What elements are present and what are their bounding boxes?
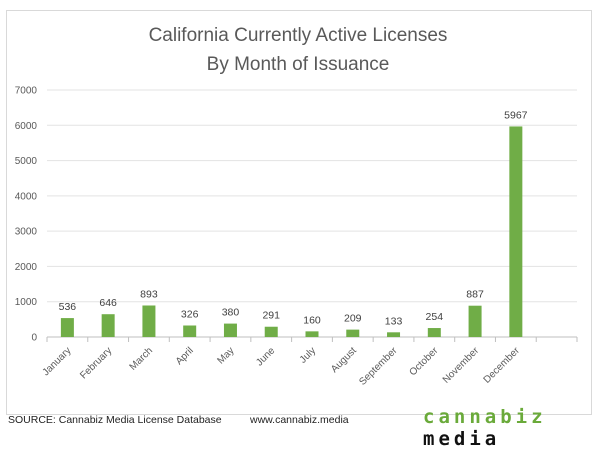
data-label: 380 (222, 307, 240, 319)
x-tick-label: December (482, 345, 523, 386)
bar-september (387, 332, 401, 337)
data-label: 254 (426, 311, 444, 323)
bar-november (468, 305, 482, 337)
x-tick-label: September (357, 345, 400, 388)
data-label: 160 (303, 314, 321, 326)
x-tick-label: November (441, 345, 482, 386)
x-tick-label: October (407, 345, 440, 378)
y-tick-label: 2000 (15, 262, 38, 273)
bar-december (509, 126, 523, 338)
bar-july (305, 331, 319, 337)
source-note: SOURCE: Cannabiz Media License Database (8, 414, 222, 426)
data-label: 5967 (504, 109, 528, 121)
data-label: 887 (466, 289, 484, 301)
x-tick-label: June (254, 345, 277, 368)
bar-april (183, 325, 197, 337)
bar-may (223, 323, 237, 337)
data-label: 291 (262, 310, 280, 322)
data-label: 133 (385, 315, 403, 327)
x-tick-label: July (298, 345, 318, 365)
chart-title-line-2: By Month of Issuance (207, 54, 390, 75)
cannabiz-media-logo: cannabiz media (423, 406, 547, 450)
x-tick-label: January (41, 345, 74, 378)
y-tick-label: 6000 (15, 121, 38, 132)
x-tick-label: February (78, 345, 114, 381)
data-label: 536 (59, 301, 77, 313)
bar-chart: California Currently Active Licenses By … (15, 25, 578, 388)
bar-october (427, 328, 441, 337)
bar-march (142, 305, 156, 337)
chart-frame (6, 10, 592, 415)
bar-june (264, 326, 278, 337)
bar-august (346, 329, 360, 337)
y-tick-label: 0 (31, 333, 37, 344)
website-url[interactable]: www.cannabiz.media (250, 414, 349, 426)
data-label: 326 (181, 308, 199, 320)
data-label: 893 (140, 288, 158, 300)
y-tick-label: 5000 (15, 156, 38, 167)
bar-january (60, 318, 74, 337)
x-tick-label: May (215, 345, 236, 366)
bar-february (101, 314, 115, 337)
x-tick-label: April (174, 345, 196, 367)
x-tick-label: August (329, 345, 359, 375)
y-tick-label: 7000 (15, 86, 38, 97)
data-label: 209 (344, 313, 362, 325)
chart-title-line-1: California Currently Active Licenses (149, 25, 448, 46)
data-label: 646 (99, 297, 117, 309)
y-tick-label: 4000 (15, 191, 38, 202)
x-tick-label: March (128, 345, 155, 372)
y-tick-label: 3000 (15, 227, 38, 238)
y-tick-label: 1000 (15, 297, 38, 308)
